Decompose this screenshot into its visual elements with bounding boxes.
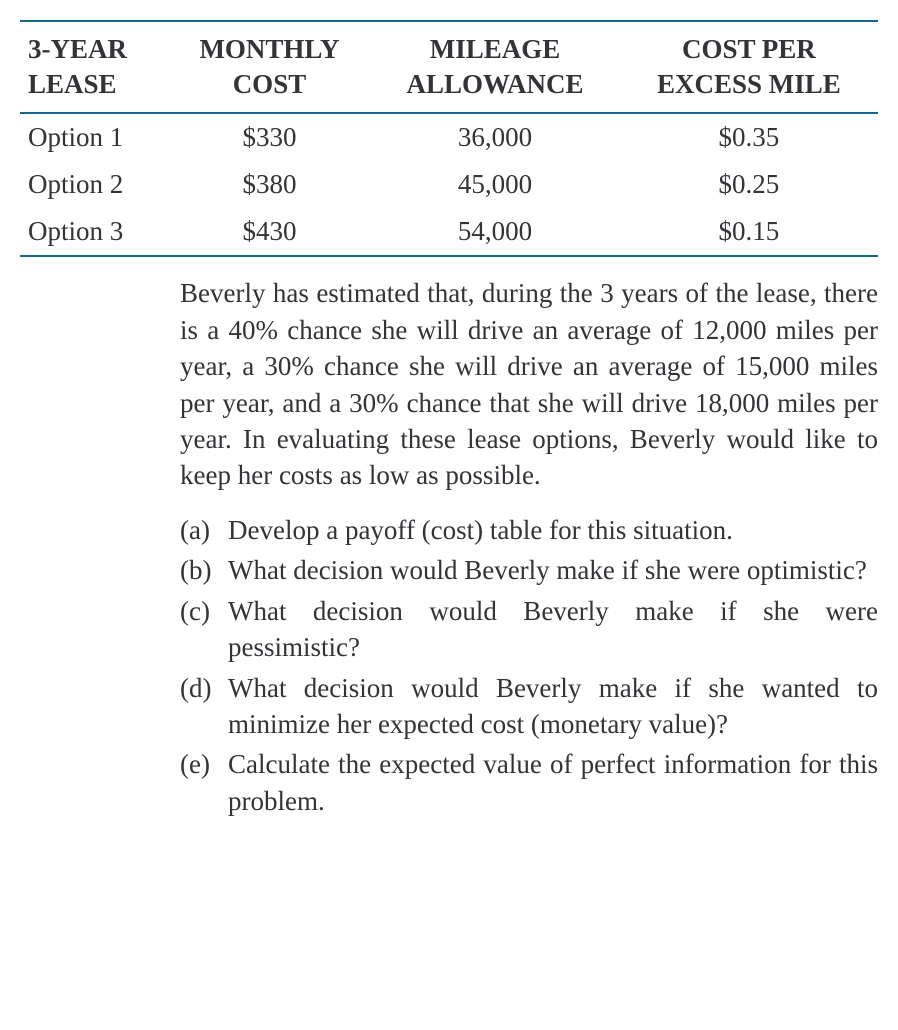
- header-text: 3-YEAR: [28, 34, 127, 64]
- question-item: (c) What decision would Beverly make if …: [180, 593, 878, 666]
- cell-monthly: $430: [169, 208, 371, 256]
- question-item: (e) Calculate the expected value of perf…: [180, 746, 878, 819]
- col-header-lease: 3-YEAR LEASE: [20, 21, 169, 113]
- question-label: (e): [180, 746, 228, 819]
- cell-mileage: 54,000: [370, 208, 619, 256]
- question-item: (a) Develop a payoff (cost) table for th…: [180, 512, 878, 548]
- question-text: What decision would Beverly make if she …: [228, 552, 878, 588]
- question-text: Develop a payoff (cost) table for this s…: [228, 512, 878, 548]
- table-row: Option 1 $330 36,000 $0.35: [20, 113, 878, 161]
- table-header-row: 3-YEAR LEASE MONTHLY COST MILEAGE ALLOWA…: [20, 21, 878, 113]
- question-text: Calculate the expected value of perfect …: [228, 746, 878, 819]
- cell-option: Option 1: [20, 113, 169, 161]
- lease-options-table: 3-YEAR LEASE MONTHLY COST MILEAGE ALLOWA…: [20, 20, 878, 257]
- cell-costper: $0.35: [620, 113, 878, 161]
- description-paragraph: Beverly has estimated that, during the 3…: [180, 275, 878, 494]
- question-label: (b): [180, 552, 228, 588]
- table-row: Option 2 $380 45,000 $0.25: [20, 161, 878, 208]
- cell-mileage: 45,000: [370, 161, 619, 208]
- cell-mileage: 36,000: [370, 113, 619, 161]
- col-header-costper: COST PER EXCESS MILE: [620, 21, 878, 113]
- question-text: What decision would Beverly make if she …: [228, 670, 878, 743]
- question-label: (a): [180, 512, 228, 548]
- header-text: COST: [233, 69, 307, 99]
- cell-option: Option 2: [20, 161, 169, 208]
- header-text: ALLOWANCE: [407, 69, 584, 99]
- header-text: EXCESS MILE: [657, 69, 841, 99]
- header-text: LEASE: [28, 69, 117, 99]
- cell-monthly: $330: [169, 113, 371, 161]
- cell-option: Option 3: [20, 208, 169, 256]
- question-item: (d) What decision would Beverly make if …: [180, 670, 878, 743]
- col-header-monthly: MONTHLY COST: [169, 21, 371, 113]
- question-text: What decision would Beverly make if she …: [228, 593, 878, 666]
- content-block: Beverly has estimated that, during the 3…: [180, 275, 878, 819]
- header-text: MONTHLY: [199, 34, 339, 64]
- question-list: (a) Develop a payoff (cost) table for th…: [180, 512, 878, 820]
- question-label: (d): [180, 670, 228, 743]
- question-item: (b) What decision would Beverly make if …: [180, 552, 878, 588]
- header-text: MILEAGE: [430, 34, 561, 64]
- cell-costper: $0.25: [620, 161, 878, 208]
- header-text: COST PER: [682, 34, 816, 64]
- table-row: Option 3 $430 54,000 $0.15: [20, 208, 878, 256]
- cell-monthly: $380: [169, 161, 371, 208]
- question-label: (c): [180, 593, 228, 666]
- col-header-mileage: MILEAGE ALLOWANCE: [370, 21, 619, 113]
- cell-costper: $0.15: [620, 208, 878, 256]
